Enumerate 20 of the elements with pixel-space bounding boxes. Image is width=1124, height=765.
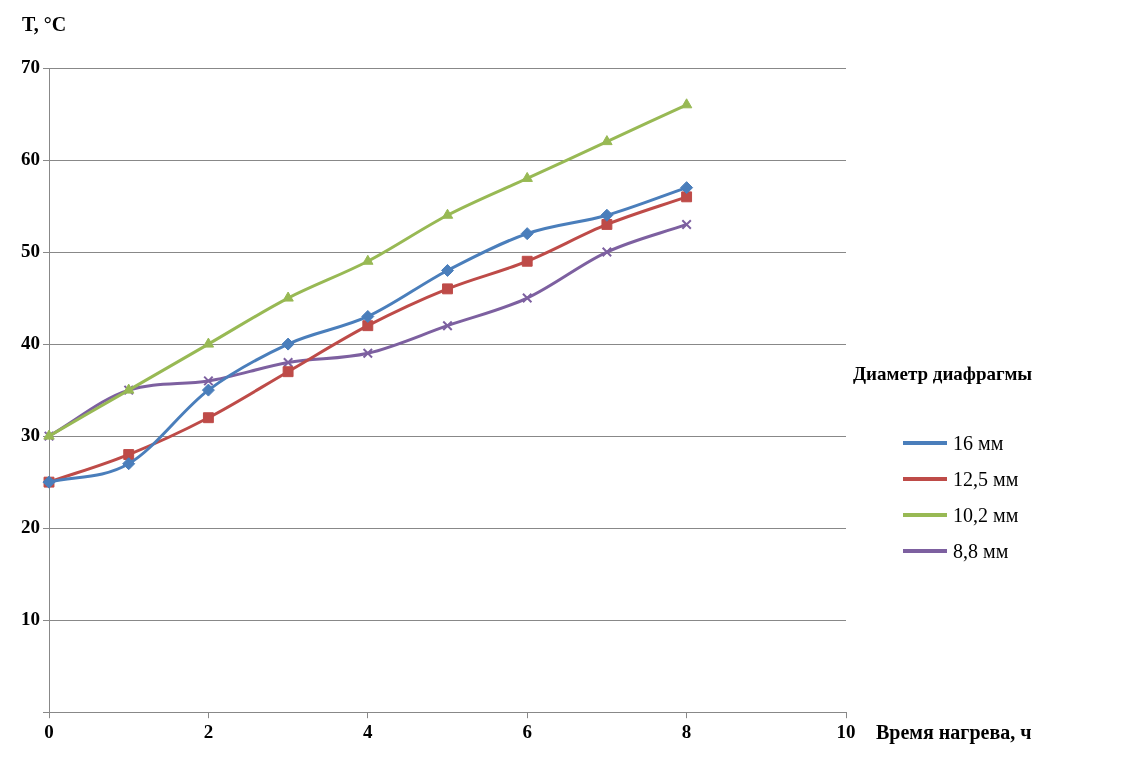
y-tick-label: 40 <box>21 331 40 353</box>
y-tick-label: 70 <box>21 55 40 77</box>
y-tick-label: 50 <box>21 239 40 261</box>
x-axis-title: Время нагрева, ч <box>876 721 1032 745</box>
y-tick-label: 60 <box>21 147 40 169</box>
legend-title: Диаметр диафрагмы <box>853 363 1033 385</box>
x-tick-label: 2 <box>203 720 214 742</box>
legend-label: 16 мм <box>953 431 1004 455</box>
y-tick-label: 10 <box>21 608 40 630</box>
y-axis-title: T, °C <box>22 13 67 36</box>
y-tick-label: 30 <box>21 424 40 446</box>
x-tick-label: 6 <box>522 720 532 742</box>
legend-label: 10,2 мм <box>953 503 1019 527</box>
x-tick-label: 8 <box>681 720 692 742</box>
y-tick-label: 20 <box>21 516 40 538</box>
x-tick-label: 10 <box>836 720 856 742</box>
legend-label: 12,5 мм <box>953 467 1019 491</box>
x-tick-label: 4 <box>363 720 374 742</box>
x-tick-label: 0 <box>44 720 54 742</box>
legend-label: 8,8 мм <box>953 539 1009 563</box>
